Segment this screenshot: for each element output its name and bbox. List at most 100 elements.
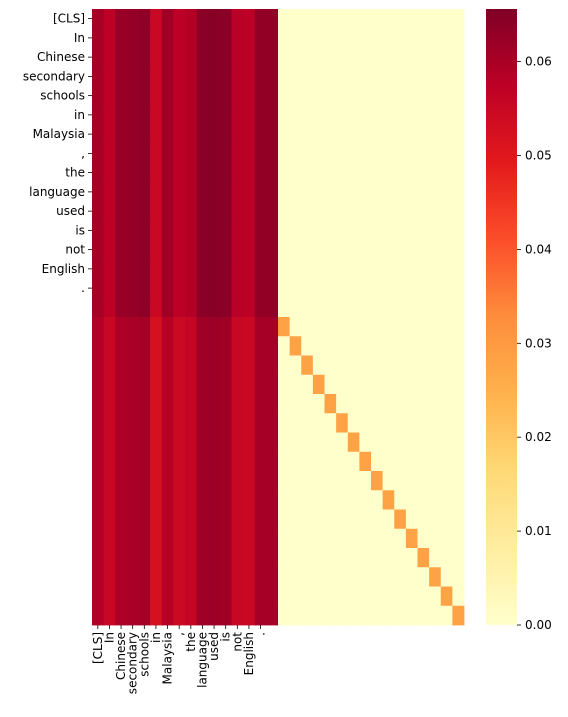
heatmap-cell (266, 28, 279, 48)
heatmap-cell (312, 47, 325, 68)
heatmap-cell (324, 605, 337, 626)
heatmap-cell (371, 394, 384, 414)
heatmap-cell (359, 124, 372, 145)
heatmap-cell (150, 220, 163, 241)
heatmap-cell (138, 124, 151, 145)
heatmap-cell (417, 143, 430, 164)
heatmap-cell (138, 451, 151, 472)
heatmap-cell (150, 317, 163, 337)
heatmap-cell (219, 86, 232, 106)
heatmap-cell (185, 28, 198, 48)
heatmap-cell (289, 86, 302, 106)
heatmap-cell (185, 201, 198, 222)
heatmap-cell (440, 336, 453, 356)
heatmap-cell (324, 509, 337, 530)
heatmap-cell (115, 182, 128, 202)
heatmap-cell (359, 105, 372, 125)
heatmap-cell (196, 163, 209, 183)
heatmap-cell (243, 432, 256, 453)
heatmap-cell (185, 394, 198, 414)
heatmap-cell (92, 124, 105, 145)
heatmap-cell (452, 124, 465, 145)
heatmap-cell (185, 278, 198, 299)
heatmap-cell (382, 432, 395, 453)
heatmap-cell (278, 374, 291, 395)
heatmap-cell (231, 9, 244, 29)
heatmap-cell (452, 394, 465, 414)
heatmap-cell (185, 586, 198, 607)
heatmap-cell (347, 413, 360, 433)
heatmap-cell (394, 471, 407, 491)
heatmap-cell (452, 240, 465, 260)
heatmap-cell (371, 528, 384, 549)
y-tick-labels: [CLS] In Chinese secondary schools in Malaysia… (23, 12, 92, 295)
heatmap-cell (126, 28, 139, 48)
heatmap-cell (347, 105, 360, 125)
heatmap-cell (336, 86, 349, 106)
heatmap-cell (405, 605, 418, 626)
heatmap-cell (394, 317, 407, 337)
heatmap-cell (219, 9, 232, 29)
heatmap-cell (208, 220, 221, 241)
heatmap-cell (278, 278, 291, 299)
heatmap-cell (185, 163, 198, 183)
heatmap-cell (371, 240, 384, 260)
heatmap-cell (312, 28, 325, 48)
heatmap-cell (312, 528, 325, 549)
heatmap-cell (138, 548, 151, 568)
heatmap-cell (126, 220, 139, 241)
heatmap-cell (231, 220, 244, 241)
heatmap-cell (347, 374, 360, 395)
heatmap-cell (115, 605, 128, 626)
heatmap-cell (371, 182, 384, 202)
heatmap-cell (185, 259, 198, 279)
heatmap-cell (138, 259, 151, 279)
heatmap-cell (324, 355, 337, 376)
heatmap-cell (161, 9, 174, 29)
heatmap-cell (173, 355, 186, 376)
heatmap-cell (301, 586, 314, 607)
heatmap-cell (92, 528, 105, 549)
heatmap-cell (405, 394, 418, 414)
heatmap-cell (231, 586, 244, 607)
heatmap-cell (429, 66, 442, 87)
heatmap-cell (405, 86, 418, 106)
heatmap-cell (161, 567, 174, 587)
heatmap-cell (196, 355, 209, 376)
heatmap-cell (219, 355, 232, 376)
heatmap-cell (278, 182, 291, 202)
heatmap-cell (452, 528, 465, 549)
heatmap-cell (452, 47, 465, 68)
heatmap-cell (382, 124, 395, 145)
heatmap-cell (371, 471, 384, 491)
heatmap-cell (289, 528, 302, 549)
heatmap-cell (336, 394, 349, 414)
heatmap-cell (208, 490, 221, 510)
heatmap-cell (405, 374, 418, 395)
heatmap-cell (359, 605, 372, 626)
heatmap-cell (173, 201, 186, 222)
heatmap-cell (301, 490, 314, 510)
heatmap-cell (173, 509, 186, 530)
heatmap-cell (405, 201, 418, 222)
heatmap-cell (417, 278, 430, 299)
heatmap-cell (452, 586, 465, 607)
heatmap-cell (243, 47, 256, 68)
heatmap-cell (231, 432, 244, 453)
heatmap-cell (243, 201, 256, 222)
heatmap-cell (312, 9, 325, 29)
heatmap-cell (359, 9, 372, 29)
heatmap-cell (417, 163, 430, 183)
heatmap-cell (219, 394, 232, 414)
heatmap-cell (417, 28, 430, 48)
heatmap-cell (103, 567, 116, 587)
heatmap-cell (359, 163, 372, 183)
heatmap-cell (161, 605, 174, 626)
heatmap-cell (289, 240, 302, 260)
heatmap-cell (301, 528, 314, 549)
heatmap-cell (173, 548, 186, 568)
heatmap-cell (243, 509, 256, 530)
heatmap-cell (429, 297, 442, 318)
heatmap-cell (359, 66, 372, 87)
heatmap-cell (382, 548, 395, 568)
